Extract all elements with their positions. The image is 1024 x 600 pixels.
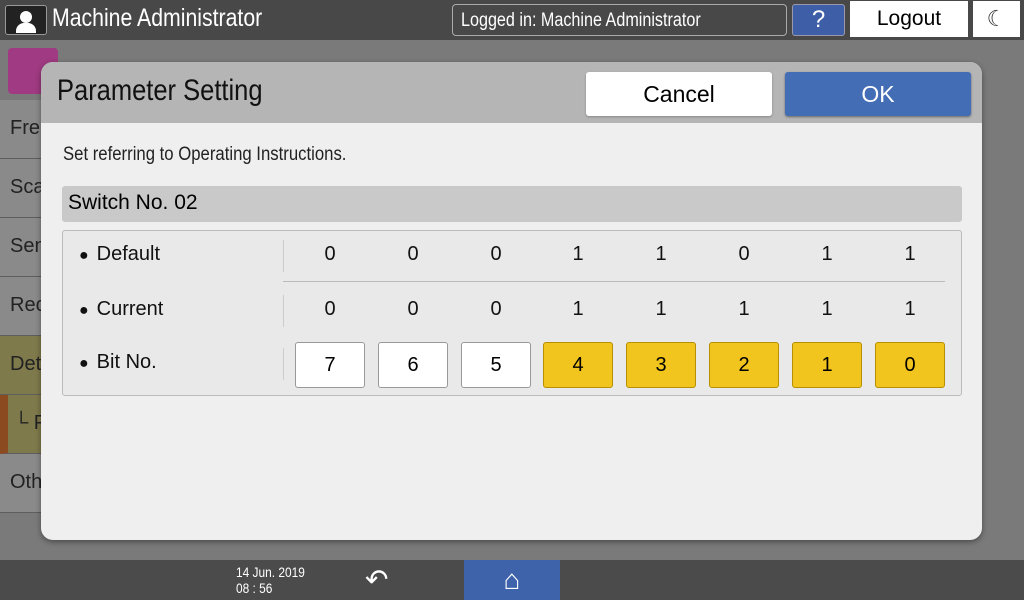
logout-button[interactable]: Logout <box>850 1 968 37</box>
current-value: 1 <box>821 298 833 320</box>
current-row: Current 0 0 0 1 1 1 1 1 <box>63 286 963 336</box>
dialog-header: Parameter Setting Cancel OK <box>41 62 982 123</box>
dialog-title: Parameter Setting <box>57 74 263 107</box>
default-value: 1 <box>572 243 584 265</box>
home-button[interactable]: ⌂ <box>464 560 560 600</box>
divider <box>283 348 284 380</box>
bit-toggle-button[interactable]: 1 <box>792 342 862 388</box>
bit-toggle-button[interactable]: 3 <box>626 342 696 388</box>
current-value: 1 <box>655 298 667 320</box>
date: 14 Jun. 2019 <box>236 564 305 580</box>
current-value: 1 <box>572 298 584 320</box>
top-bar: Machine Administrator Logged in: Machine… <box>0 0 1024 40</box>
user-title: Machine Administrator <box>52 4 263 32</box>
instruction-text: Set referring to Operating Instructions. <box>63 144 347 165</box>
current-label: Current <box>79 298 164 321</box>
default-value: 1 <box>904 243 916 265</box>
ok-button[interactable]: OK <box>785 72 971 116</box>
bit-toggle-button[interactable]: 6 <box>378 342 448 388</box>
datetime: 14 Jun. 2019 08 : 56 <box>236 564 305 596</box>
cancel-button[interactable]: Cancel <box>586 72 772 116</box>
default-value: 0 <box>324 243 336 265</box>
default-label: Default <box>79 243 160 266</box>
bit-label: Bit No. <box>79 351 157 374</box>
bottom-bar: 14 Jun. 2019 08 : 56 ↶ ⌂ <box>0 560 1024 600</box>
current-value: 0 <box>407 298 419 320</box>
bit-toggle-button[interactable]: 0 <box>875 342 945 388</box>
bit-toggle-button[interactable]: 7 <box>295 342 365 388</box>
current-value: 0 <box>324 298 336 320</box>
current-value: 1 <box>738 298 750 320</box>
default-row: Default 0 0 0 1 1 0 1 1 <box>63 231 963 281</box>
bit-toggle-button[interactable]: 4 <box>543 342 613 388</box>
default-value: 1 <box>821 243 833 265</box>
bit-toggle-button[interactable]: 2 <box>709 342 779 388</box>
user-icon <box>5 5 47 35</box>
bit-row: Bit No. <box>63 339 963 389</box>
divider <box>283 281 945 282</box>
home-icon: ⌂ <box>503 564 521 595</box>
default-value: 0 <box>407 243 419 265</box>
back-arrow-icon[interactable]: ↶ <box>365 564 389 595</box>
current-value: 0 <box>490 298 502 320</box>
login-status-dropdown[interactable]: Logged in: Machine Administrator <box>452 4 787 36</box>
divider <box>283 240 284 272</box>
switch-label: Switch No. 02 <box>62 186 962 222</box>
default-value: 0 <box>490 243 502 265</box>
current-value: 1 <box>904 298 916 320</box>
energy-saver-moon-icon[interactable]: ☾ <box>973 1 1020 37</box>
default-value: 0 <box>738 243 750 265</box>
bit-toggle-button[interactable]: 5 <box>461 342 531 388</box>
default-value: 1 <box>655 243 667 265</box>
parameter-setting-dialog: Parameter Setting Cancel OK Set referrin… <box>41 62 982 540</box>
time: 08 : 56 <box>236 580 273 596</box>
login-status-text: Logged in: Machine Administrator <box>461 10 701 31</box>
divider <box>283 295 284 327</box>
help-button[interactable]: ? <box>792 4 845 36</box>
